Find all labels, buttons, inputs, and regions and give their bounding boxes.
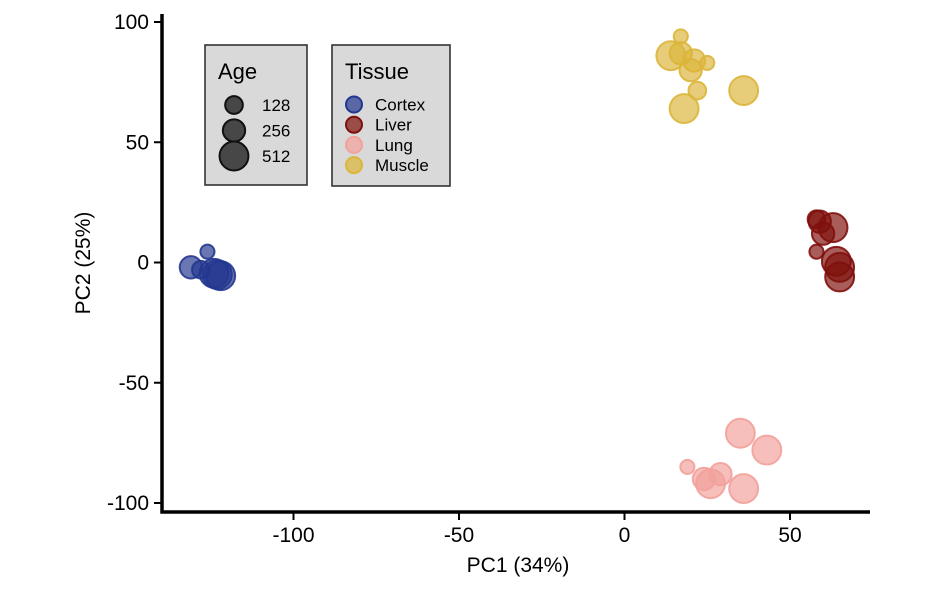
data-point-liver — [817, 212, 849, 244]
tissue-legend-key — [345, 95, 363, 114]
tissue-legend-label: Lung — [375, 136, 413, 155]
series-lung — [679, 417, 783, 505]
age-legend-label: 512 — [262, 147, 290, 166]
data-point-muscle — [728, 75, 760, 106]
y-tick-label: 100 — [114, 11, 149, 34]
age-legend-label: 128 — [262, 96, 290, 115]
age-legend-title: Age — [218, 59, 257, 84]
age-legend-key — [221, 118, 247, 143]
age-legend-label: 256 — [262, 122, 290, 141]
tissue-legend-label: Cortex — [375, 96, 426, 115]
series-muscle — [655, 28, 760, 125]
y-tick-label: -100 — [107, 492, 149, 515]
y-tick-label: 0 — [137, 252, 149, 275]
age-legend-box — [204, 44, 308, 186]
y-axis-title: PC2 (25%) — [72, 212, 95, 315]
data-point-cortex — [199, 243, 216, 260]
data-point-liver — [824, 261, 856, 293]
x-tick-label: 50 — [778, 524, 801, 547]
y-tick-label: 50 — [126, 131, 149, 154]
age-legend-items: 128 256 512 — [218, 95, 290, 172]
data-point-lung — [751, 434, 783, 466]
x-tick-label: -50 — [444, 524, 474, 547]
tissue-legend-key — [345, 156, 363, 175]
series-cortex — [178, 243, 237, 292]
data-point-lung — [679, 458, 696, 475]
y-tick-label: -50 — [119, 372, 149, 395]
tissue-legend-key — [345, 135, 363, 154]
age-legend-key — [218, 140, 250, 172]
data-point-muscle — [678, 57, 703, 83]
x-axis-title: PC1 (34%) — [467, 554, 570, 577]
data-point-muscle — [668, 93, 700, 125]
tissue-legend-key — [345, 115, 363, 134]
data-point-lung — [728, 473, 760, 505]
data-point-cortex — [201, 259, 233, 290]
x-tick-label: 0 — [619, 524, 631, 547]
data-point-lung — [695, 468, 727, 500]
data-point-liver — [808, 243, 825, 260]
series-liver — [806, 209, 856, 293]
data-point-lung — [724, 417, 756, 449]
age-legend: Age 128 256 512 — [204, 44, 308, 186]
tissue-legend-label: Liver — [375, 116, 412, 135]
tissue-legend-title: Tissue — [345, 59, 409, 84]
plot-area — [178, 28, 856, 505]
data-point-muscle — [687, 80, 708, 101]
tissue-legend-label: Muscle — [375, 156, 429, 175]
y-axis-ticks: -100 -50 0 50 100 — [107, 11, 162, 515]
x-tick-label: -100 — [272, 524, 314, 547]
age-legend-key — [224, 95, 244, 115]
x-axis-ticks: -100 -50 0 50 — [272, 512, 802, 547]
